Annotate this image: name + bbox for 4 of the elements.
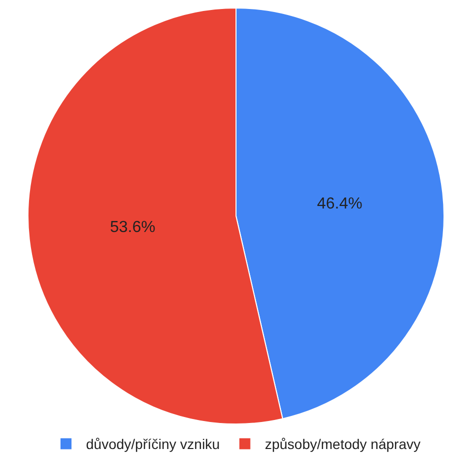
legend-label: důvody/příčiny vzniku bbox=[86, 436, 220, 452]
legend-label: způsoby/metody nápravy bbox=[264, 436, 420, 452]
data-label: 53.6% bbox=[110, 219, 156, 236]
data-label: 46.4% bbox=[316, 196, 362, 213]
